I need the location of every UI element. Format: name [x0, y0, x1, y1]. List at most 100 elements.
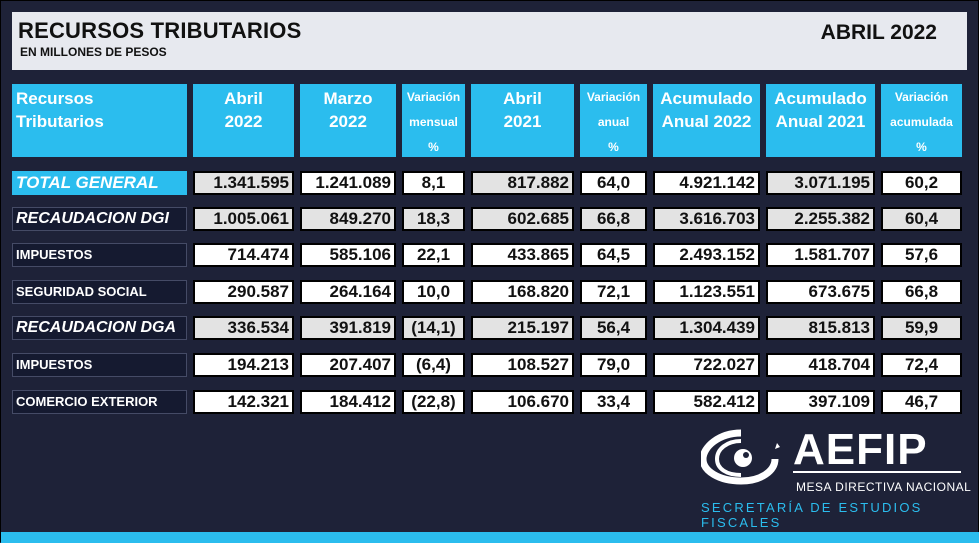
table-cell: 585.106	[300, 243, 396, 267]
report-period: ABRIL 2022	[820, 21, 937, 44]
col-header-abril-2022: Abril 2022	[193, 84, 294, 157]
col-header-line: mensual	[409, 115, 458, 129]
table-row: SEGURIDAD SOCIAL 290.587 264.164 10,0 16…	[1, 280, 979, 304]
col-header-line: Acumulado	[774, 89, 867, 108]
col-header-line: Anual 2021	[775, 112, 866, 131]
table-cell: 106.670	[471, 390, 574, 414]
table-cell: 57,6	[881, 243, 962, 267]
table-cell: 817.882	[471, 171, 574, 195]
table-cell: 64,0	[580, 171, 647, 195]
col-header-line: 2021	[503, 112, 542, 131]
col-header-abril-2021: Abril 2021	[471, 84, 574, 157]
row-label: TOTAL GENERAL	[12, 171, 187, 195]
table-cell: 10,0	[402, 280, 465, 304]
table-cell: 391.819	[300, 316, 396, 340]
table-cell: 602.685	[471, 207, 574, 231]
col-header-line: Variación	[894, 90, 949, 104]
aefip-logo-icon	[701, 429, 780, 485]
table-cell: 72,4	[881, 353, 962, 377]
report-title: RECURSOS TRIBUTARIOS	[18, 18, 302, 43]
table-cell: (14,1)	[402, 316, 465, 340]
table-cell: 64,5	[580, 243, 647, 267]
table-cell: 1.341.595	[193, 171, 294, 195]
col-header-line: Variación	[586, 90, 641, 104]
table-cell: 46,7	[881, 390, 962, 414]
table-cell: 418.704	[766, 353, 875, 377]
table-cell: 1.581.707	[766, 243, 875, 267]
row-label: IMPUESTOS	[12, 353, 187, 377]
col-header-line: %	[916, 140, 927, 154]
table-cell: 714.474	[193, 243, 294, 267]
table-row: IMPUESTOS 714.474 585.106 22,1 433.865 6…	[1, 243, 979, 267]
table-cell: 60,4	[881, 207, 962, 231]
table-cell: 72,1	[580, 280, 647, 304]
table-row: TOTAL GENERAL 1.341.595 1.241.089 8,1 81…	[1, 171, 979, 195]
col-header-line: acumulada	[890, 115, 953, 129]
table-cell: 290.587	[193, 280, 294, 304]
table-cell: (22,8)	[402, 390, 465, 414]
table-cell: 336.534	[193, 316, 294, 340]
table-cell: 60,2	[881, 171, 962, 195]
col-header-marzo-2022: Marzo 2022	[300, 84, 396, 157]
col-header-variacion-anual: Variación anual %	[580, 84, 647, 157]
table-cell: 433.865	[471, 243, 574, 267]
col-header-line: Abril	[503, 89, 542, 108]
row-label: RECAUDACION DGI	[12, 207, 187, 231]
col-header-acumulado-2022: Acumulado Anual 2022	[653, 84, 760, 157]
table-row: RECAUDACION DGI 1.005.061 849.270 18,3 6…	[1, 207, 979, 231]
row-label: COMERCIO EXTERIOR	[12, 390, 187, 414]
table-cell: 33,4	[580, 390, 647, 414]
logo-divider	[793, 471, 961, 473]
table-cell: 1.241.089	[300, 171, 396, 195]
table-cell: 397.109	[766, 390, 875, 414]
col-header-line: Marzo	[323, 89, 373, 108]
logo-secretariat: SECRETARÍA DE ESTUDIOS FISCALES	[701, 500, 923, 530]
table-cell: 66,8	[881, 280, 962, 304]
table-cell: 1.304.439	[653, 316, 760, 340]
col-header-line: Abril	[224, 89, 263, 108]
table-cell: 3.616.703	[653, 207, 760, 231]
table-cell: 1.005.061	[193, 207, 294, 231]
table-cell: 79,0	[580, 353, 647, 377]
table-cell: 815.813	[766, 316, 875, 340]
table-row: RECAUDACION DGA 336.534 391.819 (14,1) 2…	[1, 316, 979, 340]
table-cell: 582.412	[653, 390, 760, 414]
table-cell: 59,9	[881, 316, 962, 340]
col-header-line: 2022	[224, 112, 263, 131]
table-cell: 1.123.551	[653, 280, 760, 304]
table-row: COMERCIO EXTERIOR 142.321 184.412 (22,8)…	[1, 390, 979, 414]
table-cell: 215.197	[471, 316, 574, 340]
logo-subtitle: MESA DIRECTIVA NACIONAL	[796, 480, 972, 494]
table-cell: 66,8	[580, 207, 647, 231]
row-label: RECAUDACION DGA	[12, 316, 187, 340]
table-cell: 8,1	[402, 171, 465, 195]
table-cell: 194.213	[193, 353, 294, 377]
row-label: SEGURIDAD SOCIAL	[12, 280, 187, 304]
table-cell: 722.027	[653, 353, 760, 377]
table-cell: 4.921.142	[653, 171, 760, 195]
table-cell: 2.493.152	[653, 243, 760, 267]
report-header: RECURSOS TRIBUTARIOS EN MILLONES DE PESO…	[12, 12, 967, 70]
col-header-acumulado-2021: Acumulado Anual 2021	[766, 84, 875, 157]
col-header-variacion-acumulada: Variación acumulada %	[881, 84, 962, 157]
table-cell: 673.675	[766, 280, 875, 304]
col-header-line: Acumulado	[660, 89, 753, 108]
col-header-variacion-mensual: Variación mensual %	[402, 84, 465, 157]
table-cell: 3.071.195	[766, 171, 875, 195]
row-label: IMPUESTOS	[12, 243, 187, 267]
bottom-accent-bar	[1, 532, 979, 543]
col-header-line: Recursos	[16, 89, 94, 108]
table-cell: 207.407	[300, 353, 396, 377]
table-cell: 2.255.382	[766, 207, 875, 231]
col-header-line: Variación	[406, 90, 461, 104]
table-cell: 56,4	[580, 316, 647, 340]
table-cell: (6,4)	[402, 353, 465, 377]
col-header-line: anual	[597, 115, 630, 129]
table-cell: 108.527	[471, 353, 574, 377]
table-cell: 184.412	[300, 390, 396, 414]
table-cell: 264.164	[300, 280, 396, 304]
col-header-line: %	[428, 140, 439, 154]
table-row: IMPUESTOS 194.213 207.407 (6,4) 108.527 …	[1, 353, 979, 377]
logo-name: AEFIP	[793, 425, 928, 474]
table-cell: 18,3	[402, 207, 465, 231]
